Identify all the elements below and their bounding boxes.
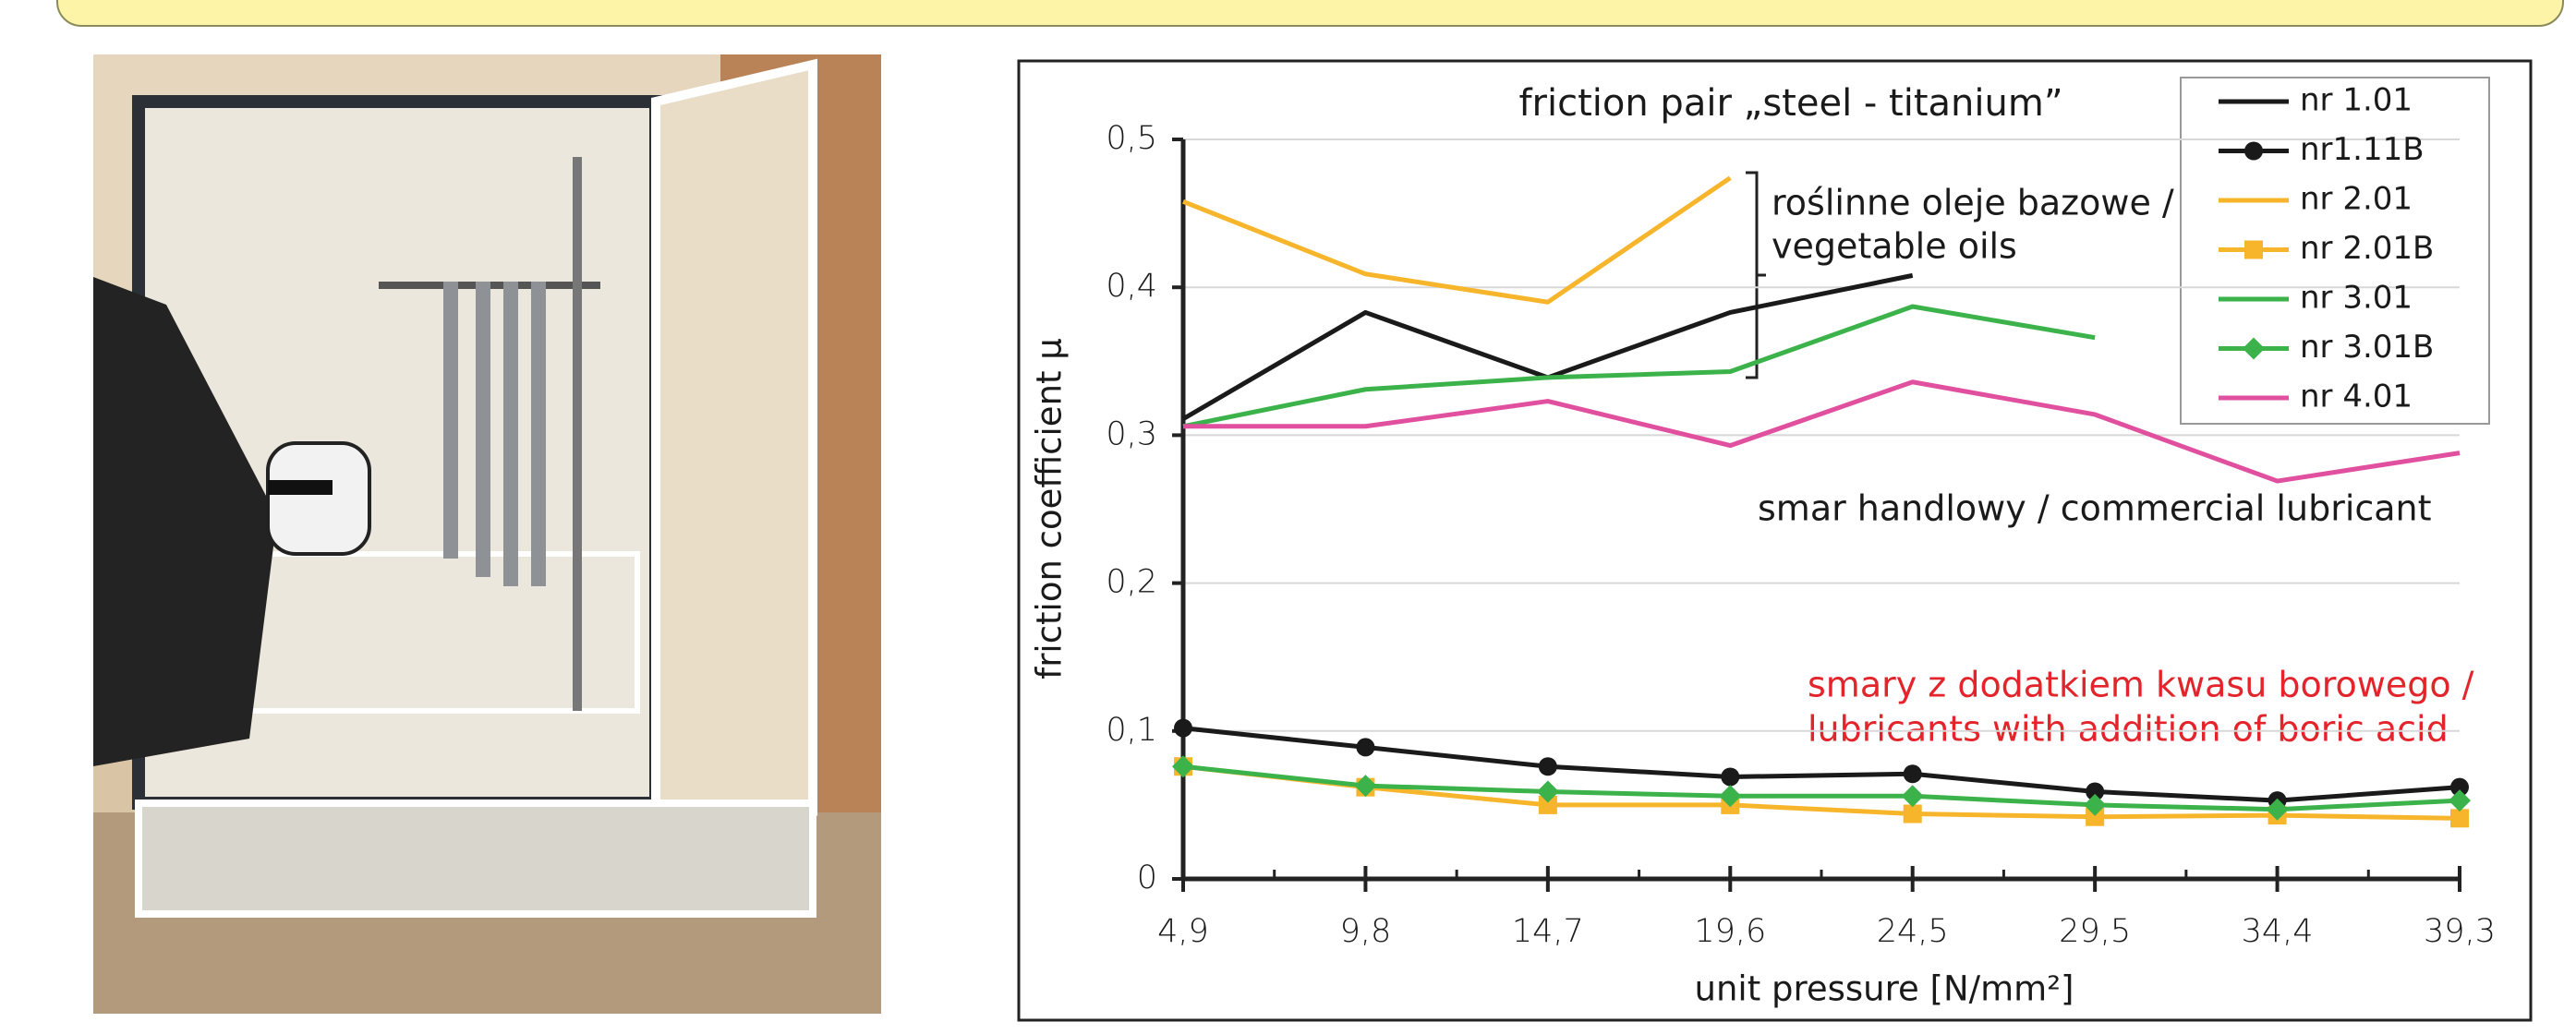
marker (1904, 805, 1922, 824)
x-tick-label: 9,8 (1340, 913, 1392, 950)
marker (1539, 757, 1557, 776)
marker (2244, 142, 2263, 161)
y-tick-label: 0,4 (1106, 268, 1157, 305)
y-tick-label: 0,5 (1106, 120, 1157, 157)
marker (1356, 738, 1374, 756)
figure: friction pair „steel - titanium” frictio… (0, 0, 2576, 1034)
legend-label: nr1.11B (2300, 131, 2425, 168)
y-tick-label: 0,1 (1106, 712, 1157, 749)
marker (2450, 809, 2469, 827)
x-tick-label: 29,5 (2059, 913, 2131, 950)
marker (1904, 764, 1922, 783)
banner (57, 0, 2563, 26)
legend-label: nr 2.01 (2300, 181, 2413, 218)
annotation: lubricants with addition of boric acid (1808, 709, 2449, 750)
y-tick-label: 0 (1137, 860, 1157, 896)
x-axis-label: unit pressure [N/mm²] (1695, 969, 2074, 1009)
marker (2244, 241, 2263, 259)
annotation: roślinne oleje bazowe / (1772, 183, 2174, 223)
marker (1721, 767, 1739, 786)
x-tick-label: 24,5 (1877, 913, 1949, 950)
legend-label: nr 1.01 (2300, 82, 2413, 119)
legend-label: nr 2.01B (2300, 230, 2434, 267)
annotation: vegetable oils (1772, 226, 2017, 267)
x-tick-label: 39,3 (2424, 913, 2496, 950)
x-tick-label: 14,7 (1512, 913, 1584, 950)
x-tick-label: 4,9 (1157, 913, 1209, 950)
x-tick-label: 19,6 (1694, 913, 1766, 950)
annotation: smary z dodatkiem kwasu borowego / (1808, 665, 2474, 705)
y-tick-label: 0,3 (1106, 415, 1157, 452)
photo (93, 54, 881, 1014)
page: friction pair „steel - titanium” frictio… (0, 0, 2576, 1034)
y-tick-label: 0,2 (1106, 564, 1157, 601)
legend-label: nr 3.01B (2300, 329, 2434, 366)
legend-label: nr 3.01 (2300, 280, 2413, 317)
chart-title: friction pair „steel - titanium” (1518, 82, 2062, 125)
annotation: smar handlowy / commercial lubricant (1758, 488, 2432, 529)
y-axis-label: friction coefficient μ (1030, 338, 1070, 679)
legend-label: nr 4.01 (2300, 379, 2413, 415)
x-tick-label: 34,4 (2242, 913, 2314, 950)
marker (1174, 719, 1192, 738)
